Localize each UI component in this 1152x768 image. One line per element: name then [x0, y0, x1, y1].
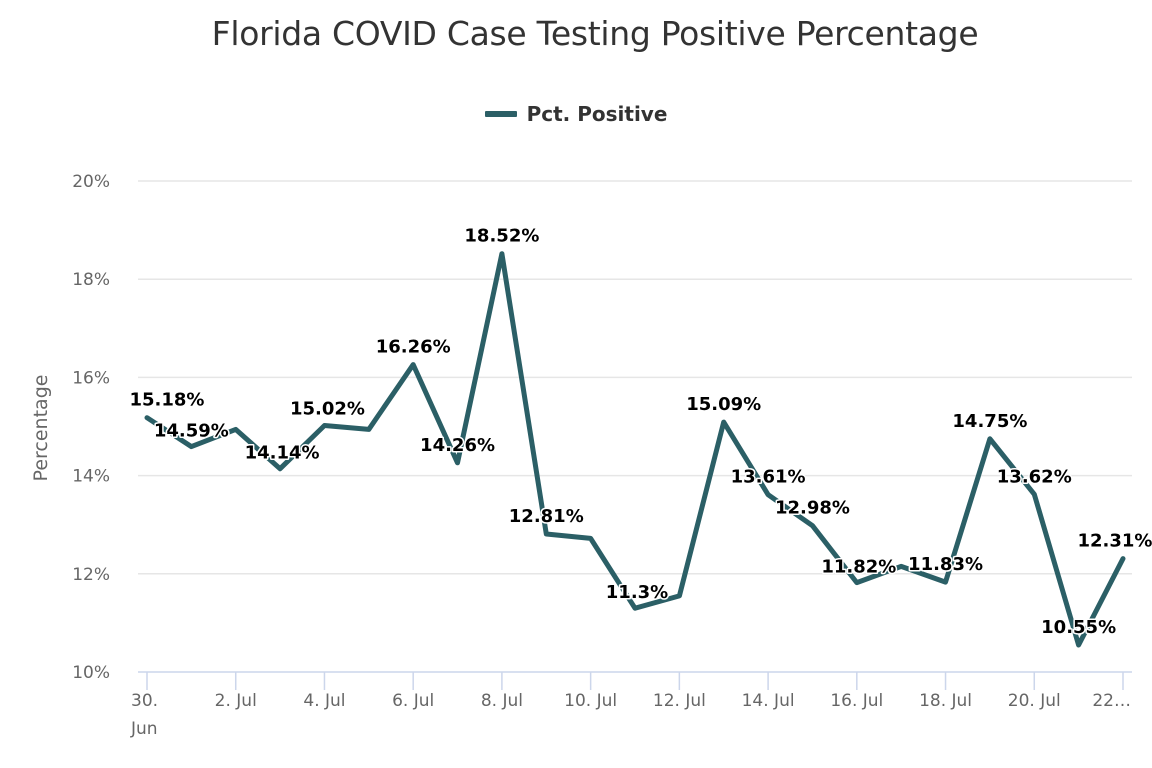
chart-title: Florida COVID Case Testing Positive Perc…	[211, 14, 979, 53]
y-tick-label-10: 10%	[72, 663, 110, 683]
y-tick-label-12: 12%	[72, 565, 110, 585]
data-label-3: 14.14%	[245, 443, 320, 464]
x-tick-label-0-line2: Jun	[130, 719, 158, 739]
data-label-13: 15.09%	[686, 394, 761, 415]
legend-label-pct-positive[interactable]: Pct. Positive	[526, 102, 668, 126]
series-pct-positive	[144, 251, 1126, 648]
y-tick-label-20: 20%	[72, 172, 110, 192]
y-axis: 10% 12% 14% 16% 18% 20%	[72, 172, 110, 683]
y-tick-label-18: 18%	[72, 270, 110, 290]
x-tick-label-2: 2. Jul	[215, 691, 257, 711]
y-tick-label-16: 16%	[72, 368, 110, 388]
legend-swatch-pct-positive[interactable]	[484, 111, 517, 117]
x-tick-label-0: 30.	[131, 691, 158, 711]
x-axis: 30. Jun 2. Jul 4. Jul 6. Jul 8. Jul 10. Jul 12.…	[130, 671, 1132, 739]
data-label-14: 13.61%	[731, 467, 806, 488]
gridlines	[138, 180, 1132, 575]
data-label-6: 16.26%	[376, 337, 451, 358]
y-axis-title: Percentage	[30, 375, 52, 482]
data-label-4: 15.02%	[290, 399, 365, 420]
x-tick-label-16: 16. Jul	[830, 691, 883, 711]
data-label-15: 12.98%	[775, 498, 850, 519]
data-labels: 15.18% 14.59% 14.14% 15.02% 16.26% 14.26% 18.5…	[128, 224, 1152, 639]
x-tick-label-10: 10. Jul	[564, 691, 617, 711]
data-label-22: 12.31%	[1078, 531, 1152, 552]
x-tick-label-20: 20. Jul	[1008, 691, 1061, 711]
x-tick-label-4: 4. Jul	[303, 691, 345, 711]
data-label-0: 15.18%	[130, 390, 205, 411]
x-tick-label-6: 6. Jul	[392, 691, 434, 711]
data-label-8: 18.52%	[464, 226, 539, 247]
data-label-19: 14.75%	[952, 411, 1027, 432]
data-label-9: 12.81%	[509, 506, 584, 527]
data-label-18: 11.83%	[908, 554, 983, 575]
x-tick-label-8: 8. Jul	[481, 691, 523, 711]
data-label-1: 14.59%	[154, 421, 229, 442]
y-tick-label-14: 14%	[72, 467, 110, 487]
x-tick-label-22: 22…	[1092, 691, 1131, 711]
data-label-21: 10.55%	[1041, 617, 1116, 638]
series-line-pct-positive[interactable]	[144, 251, 1126, 648]
x-tick-label-12: 12. Jul	[653, 691, 706, 711]
data-label-11: 11.3%	[606, 582, 668, 603]
legend: Pct. Positive	[0, 102, 1152, 126]
data-label-16: 11.82%	[821, 557, 896, 578]
data-label-7: 14.26%	[420, 435, 495, 456]
x-tick-label-14: 14. Jul	[742, 691, 795, 711]
x-tick-label-18: 18. Jul	[919, 691, 972, 711]
data-label-20: 13.62%	[997, 466, 1072, 487]
